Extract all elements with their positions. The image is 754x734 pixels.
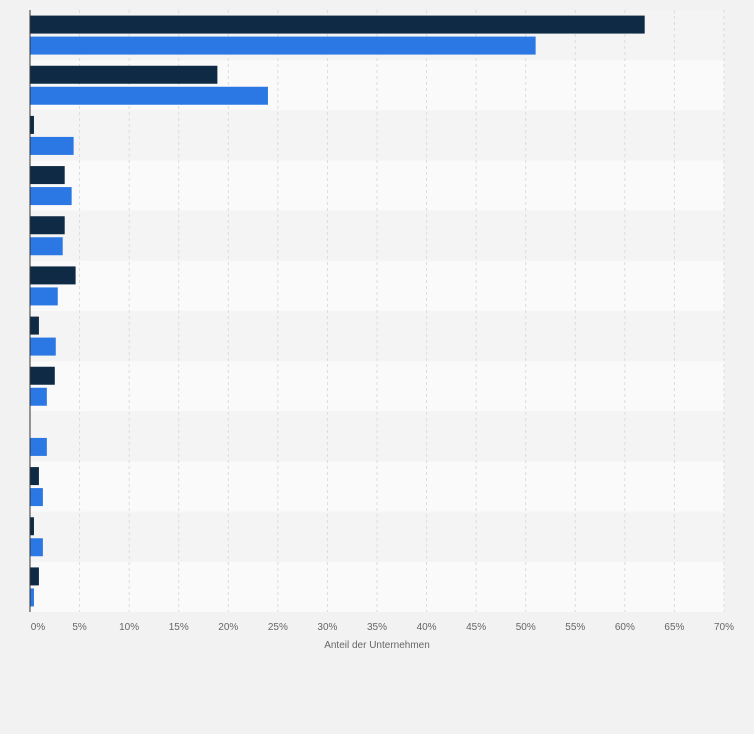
bar-series-1 bbox=[30, 517, 34, 536]
bar-series-2 bbox=[30, 86, 268, 105]
bar-series-2 bbox=[30, 237, 63, 256]
bar-series-2 bbox=[30, 136, 74, 155]
bar-series-1 bbox=[30, 266, 76, 285]
bar-series-1 bbox=[30, 166, 65, 185]
x-tick-label: 70% bbox=[714, 622, 734, 633]
bar-series-1 bbox=[30, 15, 645, 34]
x-tick-label: 60% bbox=[615, 622, 635, 633]
bar-series-1 bbox=[30, 216, 65, 235]
x-tick-label: 5% bbox=[72, 622, 87, 633]
x-tick-label: 45% bbox=[466, 622, 486, 633]
x-tick-label: 55% bbox=[565, 622, 585, 633]
bar-series-2 bbox=[30, 187, 72, 206]
x-tick-label: 65% bbox=[664, 622, 684, 633]
bars bbox=[30, 15, 645, 607]
bar-series-1 bbox=[30, 316, 39, 335]
bar-series-2 bbox=[30, 488, 43, 507]
row-band bbox=[30, 511, 724, 562]
x-tick-label: 30% bbox=[317, 622, 337, 633]
bar-series-2 bbox=[30, 437, 47, 456]
bar-series-2 bbox=[30, 538, 43, 557]
bar-series-1 bbox=[30, 366, 55, 385]
bar-series-2 bbox=[30, 387, 47, 406]
bar-series-2 bbox=[30, 588, 34, 607]
x-tick-label: 20% bbox=[218, 622, 238, 633]
row-band bbox=[30, 210, 724, 261]
bar-series-1 bbox=[30, 115, 34, 134]
bar-series-2 bbox=[30, 337, 56, 356]
bar-series-1 bbox=[30, 567, 39, 586]
x-tick-label: 10% bbox=[119, 622, 139, 633]
row-band bbox=[30, 110, 724, 161]
gridlines bbox=[79, 10, 725, 612]
bar-series-2 bbox=[30, 287, 58, 306]
x-tick-label: 50% bbox=[516, 622, 536, 633]
x-tick-label: 15% bbox=[169, 622, 189, 633]
x-tick-label: 40% bbox=[417, 622, 437, 633]
bar-series-1 bbox=[30, 467, 39, 486]
x-axis-label: Anteil der Unternehmen bbox=[324, 640, 430, 651]
row-band bbox=[30, 361, 724, 412]
x-tick-label: 0% bbox=[31, 622, 46, 633]
bar-series-1 bbox=[30, 65, 218, 84]
x-tick-label: 25% bbox=[268, 622, 288, 633]
x-tick-labels: 0% 5% 10% 15% 20% 25% 30% 35% 40% 45% 50% 55% 60% 65%… bbox=[31, 622, 734, 633]
bar-series-2 bbox=[30, 36, 536, 55]
x-tick-label: 35% bbox=[367, 622, 387, 633]
